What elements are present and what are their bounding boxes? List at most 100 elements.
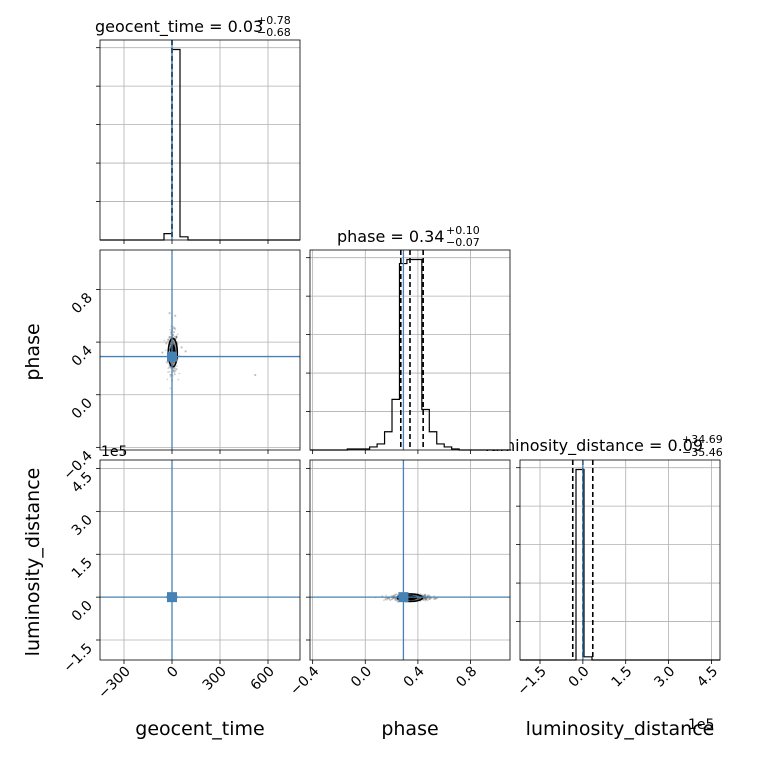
panel-2d-geocent-time-phase-sample-point xyxy=(172,341,175,344)
panel-hist-luminosity-distance-xtick-label-3: 3.0 xyxy=(651,664,678,691)
x-axis-label-phase: phase xyxy=(381,718,438,740)
panel-2d-phase-luminosity-distance-sample-point xyxy=(424,593,427,596)
panel-2d-geocent-time-phase-sample-point xyxy=(172,361,175,364)
panel-2d-phase-luminosity-distance-sample-point xyxy=(427,595,430,597)
panel-2d-phase-luminosity-distance-sample-point xyxy=(386,598,389,600)
panel-2d-phase-luminosity-distance-sample-point xyxy=(436,597,439,600)
panel-2d-phase-luminosity-distance-sample-point xyxy=(424,598,427,601)
panel-2d-phase-luminosity-distance-sample-point xyxy=(391,598,394,601)
title-luminosity-distance-lower: −35.46 xyxy=(682,446,723,459)
panel-2d-phase-luminosity-distance-sample-point xyxy=(422,598,425,601)
panel-2d-phase-luminosity-distance-sample-point xyxy=(392,595,395,597)
panel-2d-phase-luminosity-distance-sample-point xyxy=(417,598,420,600)
panel-2d-phase-luminosity-distance-sample-point xyxy=(393,594,396,597)
panel-2d-phase-luminosity-distance-sample-point xyxy=(389,599,392,602)
panel-hist-luminosity-distance-xtick-label-2: 1.5 xyxy=(608,664,635,691)
panel-2d-phase-luminosity-distance-xtick-label-3: 0.8 xyxy=(453,664,480,691)
panel-2d-geocent-time-phase-sample-point xyxy=(169,373,172,376)
panel-2d-phase-luminosity-distance-sample-point xyxy=(424,597,427,600)
panel-2d-phase-luminosity-distance-sample-point xyxy=(417,597,419,600)
panel-2d-geocent-time-luminosity-distance-border xyxy=(99,459,301,661)
panel-2d-phase-luminosity-distance-sample-point xyxy=(433,597,436,600)
panel-2d-phase-luminosity-distance-sample-point xyxy=(416,597,419,600)
panel-hist-luminosity-distance-border xyxy=(519,459,721,661)
panel-2d-phase-luminosity-distance-sample-point xyxy=(426,599,429,602)
panel-2d-phase-luminosity-distance-sample-point xyxy=(395,598,398,600)
panel-2d-phase-luminosity-distance-sample-point xyxy=(434,598,437,601)
panel-2d-geocent-time-phase-sample-point xyxy=(175,335,178,338)
y-axis-label-phase: phase xyxy=(22,323,44,380)
panel-2d-geocent-time-phase-sample-point xyxy=(173,331,176,333)
panel-2d-geocent-time-phase-sample-point xyxy=(169,343,172,346)
panel-2d-phase-luminosity-distance-sample-point xyxy=(395,593,398,596)
panel-2d-geocent-time-phase-sample-point xyxy=(175,336,178,338)
panel-2d-geocent-time-phase-sample-point xyxy=(175,367,178,370)
panel-2d-geocent-time-phase-sample-point xyxy=(172,361,175,364)
panel-2d-geocent-time-phase-sample-point xyxy=(173,372,176,375)
panel-2d-phase-luminosity-distance-sample-point xyxy=(394,593,397,596)
panel-2d-geocent-time-phase-sample-point xyxy=(169,387,172,390)
panel-2d-geocent-time-phase-sample-point xyxy=(178,372,181,375)
panel-2d-phase-luminosity-distance-sample-point xyxy=(395,597,398,600)
panel-2d-geocent-time-phase-sample-point xyxy=(172,342,175,345)
panel-hist-luminosity-distance-xtick-label-4: 4.5 xyxy=(694,664,721,691)
panel-2d-geocent-time-phase-sample-point xyxy=(173,370,176,373)
panel-2d-geocent-time-phase-background xyxy=(100,250,300,450)
panel-2d-geocent-time-phase-sample-point xyxy=(173,342,176,345)
panel-2d-phase-luminosity-distance-sample-point xyxy=(388,597,391,600)
panel-2d-geocent-time-phase-sample-point xyxy=(169,367,172,370)
panel-2d-geocent-time-luminosity-distance-xtick-label-3: 600 xyxy=(248,664,278,694)
panel-2d-phase-luminosity-distance-xtick-label-2: 0.4 xyxy=(401,663,428,690)
panel-2d-phase-luminosity-distance-sample-point xyxy=(433,595,436,597)
panel-hist-luminosity-distance: −1.5 0.0 1.5 3.0 4.5 xyxy=(514,459,721,699)
panel-2d-geocent-time-phase-sample-point xyxy=(173,367,176,370)
panel-2d-geocent-time-phase-sample-point xyxy=(166,378,169,381)
panel-2d-geocent-time-phase-sample-point xyxy=(169,328,171,331)
panel-2d-phase-luminosity-distance-sample-point xyxy=(391,597,394,600)
panel-2d-phase-luminosity-distance-sample-point xyxy=(428,598,431,600)
panel-2d-geocent-time-phase-sample-point xyxy=(177,378,180,381)
panel-2d-geocent-time-phase-ytick-label-3: 0.8 xyxy=(69,290,96,317)
panel-2d-geocent-time-phase-sample-point xyxy=(174,327,176,330)
panel-2d-geocent-time-phase-sample-point xyxy=(167,367,170,370)
panel-2d-geocent-time-luminosity-distance-ytick-label-2: 1.5 xyxy=(69,555,96,582)
panel-2d-phase-luminosity-distance-sample-point xyxy=(385,599,388,601)
panel-2d-geocent-time-luminosity-distance-truth-marker xyxy=(167,592,177,603)
panel-2d-phase-luminosity-distance-sample-point xyxy=(418,597,421,600)
panel-2d-phase-luminosity-distance-sample-point xyxy=(434,597,436,600)
panel-2d-phase-luminosity-distance-sample-point xyxy=(395,599,398,602)
panel-2d-phase-luminosity-distance-sample-point xyxy=(391,595,394,597)
title-luminosity-distance: luminosity_distance = 0.09 +34.69 −35.46 xyxy=(485,433,723,459)
panel-2d-geocent-time-phase-sample-point xyxy=(172,341,175,344)
panel-2d-geocent-time-phase-sample-point xyxy=(172,331,175,333)
panel-2d-geocent-time-phase-outlier-0 xyxy=(161,351,164,354)
panel-2d-geocent-time-phase-sample-point xyxy=(172,327,175,329)
panel-2d-geocent-time-phase-sample-point xyxy=(167,371,169,374)
panel-2d-geocent-time-phase-sample-point xyxy=(169,336,172,339)
panel-2d-geocent-time-phase-outlier-6 xyxy=(254,373,257,377)
panel-2d-geocent-time-phase-sample-point xyxy=(169,373,172,376)
panel-2d-phase-luminosity-distance-truth-marker xyxy=(398,592,409,603)
panel-2d-geocent-time-phase-sample-point xyxy=(164,349,167,352)
panel-2d-phase-luminosity-distance-sample-point xyxy=(426,594,428,597)
panel-2d-geocent-time-phase-sample-point xyxy=(174,369,176,372)
panel-2d-geocent-time-phase-sample-point xyxy=(176,365,178,367)
panel-2d-geocent-time-phase-sample-point xyxy=(174,328,176,331)
panel-2d-geocent-time-phase-sample-point xyxy=(172,369,175,371)
panel-2d-geocent-time-phase-sample-point xyxy=(172,340,175,343)
panel-2d-phase-luminosity-distance-sample-point xyxy=(423,594,426,597)
panel-2d-geocent-time-phase-sample-point xyxy=(175,335,178,338)
panel-2d-phase-luminosity-distance-sample-point xyxy=(428,598,431,601)
panel-2d-geocent-time-phase-sample-point xyxy=(173,371,175,373)
panel-2d-phase-luminosity-distance-border xyxy=(309,459,511,661)
panel-2d-phase-luminosity-distance-sample-point xyxy=(418,597,421,600)
panel-2d-geocent-time-phase-sample-point xyxy=(166,338,169,341)
panel-2d-geocent-time-luminosity-distance-xtick-label-1: 0 xyxy=(164,664,182,682)
panel-2d-phase-luminosity-distance-sample-point xyxy=(427,598,430,601)
panel-2d-phase-luminosity-distance-sample-point xyxy=(428,595,431,597)
panel-2d-geocent-time-luminosity-distance-ytick-label-1: 0.0 xyxy=(69,598,96,625)
panel-2d-geocent-time-phase-sample-point xyxy=(168,370,171,373)
panel-2d-geocent-time-phase-sample-point xyxy=(169,376,172,378)
panel-2d-geocent-time-phase-sample-point xyxy=(169,335,171,338)
title-geocent-time-lower: −0.68 xyxy=(257,26,291,39)
